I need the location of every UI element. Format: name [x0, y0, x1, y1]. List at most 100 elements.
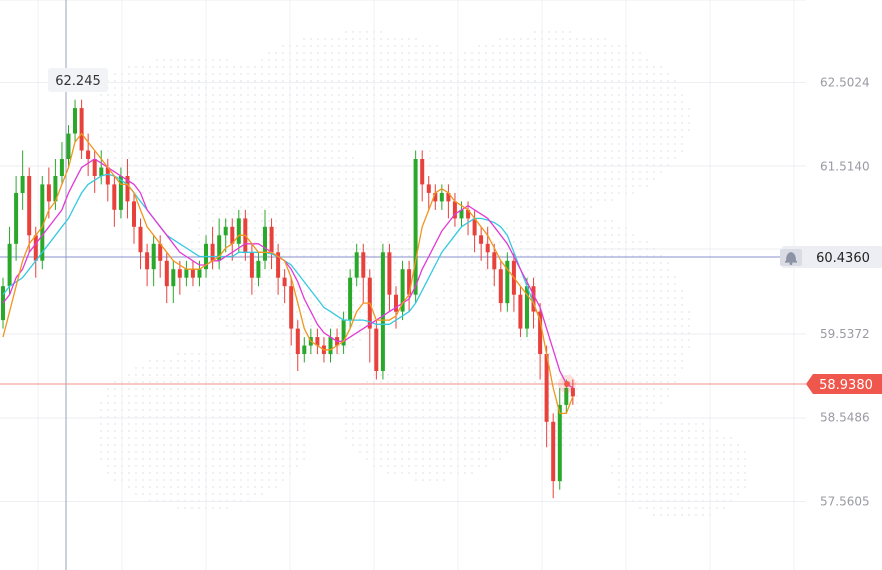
ma-fast-line — [2, 132, 574, 415]
ma-slow-line — [2, 173, 541, 325]
candle-body — [544, 354, 549, 422]
candle-body — [492, 252, 497, 270]
candle-body — [249, 252, 254, 278]
candle-body — [374, 328, 379, 371]
candle-body — [112, 184, 117, 210]
candle-body — [53, 176, 58, 202]
candle-body — [479, 235, 484, 244]
candle-body — [210, 243, 215, 261]
candle-body — [118, 176, 123, 210]
candle-body — [439, 192, 444, 202]
grid — [0, 0, 806, 570]
candle-body — [518, 294, 523, 329]
candle-body — [223, 226, 228, 236]
bell-icon[interactable] — [780, 249, 802, 266]
candle-body — [387, 252, 392, 295]
candle-body — [302, 345, 307, 354]
candle-body — [295, 328, 300, 354]
candle-body — [236, 218, 241, 244]
candle-body — [125, 176, 130, 202]
y-tick-label: 61.5140 — [820, 159, 870, 173]
candle-body — [276, 252, 281, 278]
candle-body — [459, 209, 464, 219]
candle-body — [171, 269, 176, 287]
candle-body — [46, 184, 51, 202]
candle-body — [551, 421, 556, 482]
candle-body — [132, 201, 136, 227]
candle-body — [86, 150, 91, 159]
candle-body — [197, 269, 202, 278]
candle-body — [538, 311, 543, 354]
candle-body — [7, 243, 12, 287]
candle-body — [466, 209, 471, 219]
candle-body — [217, 235, 222, 261]
candle-body — [14, 192, 19, 244]
candle-body — [328, 337, 333, 355]
crosshair-price-text: 62.245 — [55, 74, 101, 89]
candle-body — [433, 192, 438, 202]
alert-price-badge[interactable]: 60.4360 — [780, 246, 882, 268]
candle-body — [66, 133, 71, 159]
y-tick-label: 57.5605 — [820, 495, 870, 509]
candle-body — [361, 252, 366, 278]
candle-body — [426, 184, 431, 193]
candle-body — [282, 277, 287, 287]
candle-body — [33, 235, 38, 261]
alert-price-text: 60.4360 — [816, 251, 870, 266]
moving-average-lines — [2, 132, 574, 415]
ma-mid-line — [2, 158, 574, 389]
candle-body — [472, 218, 477, 236]
world-map-watermark — [100, 31, 746, 516]
last-price-text: 58.9380 — [819, 378, 873, 393]
candle-body — [256, 260, 261, 278]
candle-body — [394, 294, 398, 312]
candle-body — [485, 243, 490, 253]
candle-body — [79, 108, 84, 151]
candle-body — [230, 226, 235, 244]
candle-body — [413, 159, 418, 295]
candle-body — [151, 243, 156, 270]
candle-body — [446, 192, 451, 202]
candle-body — [158, 243, 163, 261]
candle-body — [498, 269, 503, 304]
candle-body — [1, 286, 5, 321]
candle-body — [570, 387, 575, 397]
candle-body — [20, 176, 25, 193]
candle-body — [341, 320, 346, 346]
candle-body — [315, 337, 320, 346]
y-tick-label: 62.5024 — [820, 76, 870, 90]
candle-body — [531, 286, 536, 312]
candle-body — [40, 184, 45, 261]
candle-body — [289, 286, 294, 329]
candle-body — [354, 252, 359, 278]
candle-body — [99, 167, 104, 176]
candle-body — [145, 252, 150, 270]
candle-body — [73, 108, 77, 134]
candle-body — [452, 201, 457, 219]
candle-body — [92, 159, 97, 176]
candle-body — [177, 269, 182, 278]
candle-body — [138, 226, 143, 253]
candle-body — [105, 167, 110, 185]
candle-body — [505, 260, 510, 304]
candle-body — [190, 269, 195, 278]
candle-body — [380, 252, 385, 371]
candle-body — [407, 269, 412, 295]
candle-body — [420, 159, 425, 185]
last-price-marker — [564, 381, 570, 387]
candle-body — [564, 387, 569, 405]
y-tick-label: 58.5486 — [820, 411, 870, 425]
candle-body — [557, 404, 562, 482]
y-tick-label: 59.5372 — [820, 327, 870, 341]
candle-body — [269, 226, 274, 253]
candle-body — [164, 260, 169, 287]
candle-body — [348, 277, 353, 321]
crosshair-price-label: 62.245 — [48, 68, 108, 92]
candle-body — [525, 286, 529, 329]
candle-body — [263, 226, 267, 261]
candle-body — [184, 269, 189, 278]
map-dot-pattern — [100, 31, 746, 516]
y-axis-tick-labels: 58.5486 59.5372 61.5140 62.5024 57.5605 — [820, 76, 870, 509]
